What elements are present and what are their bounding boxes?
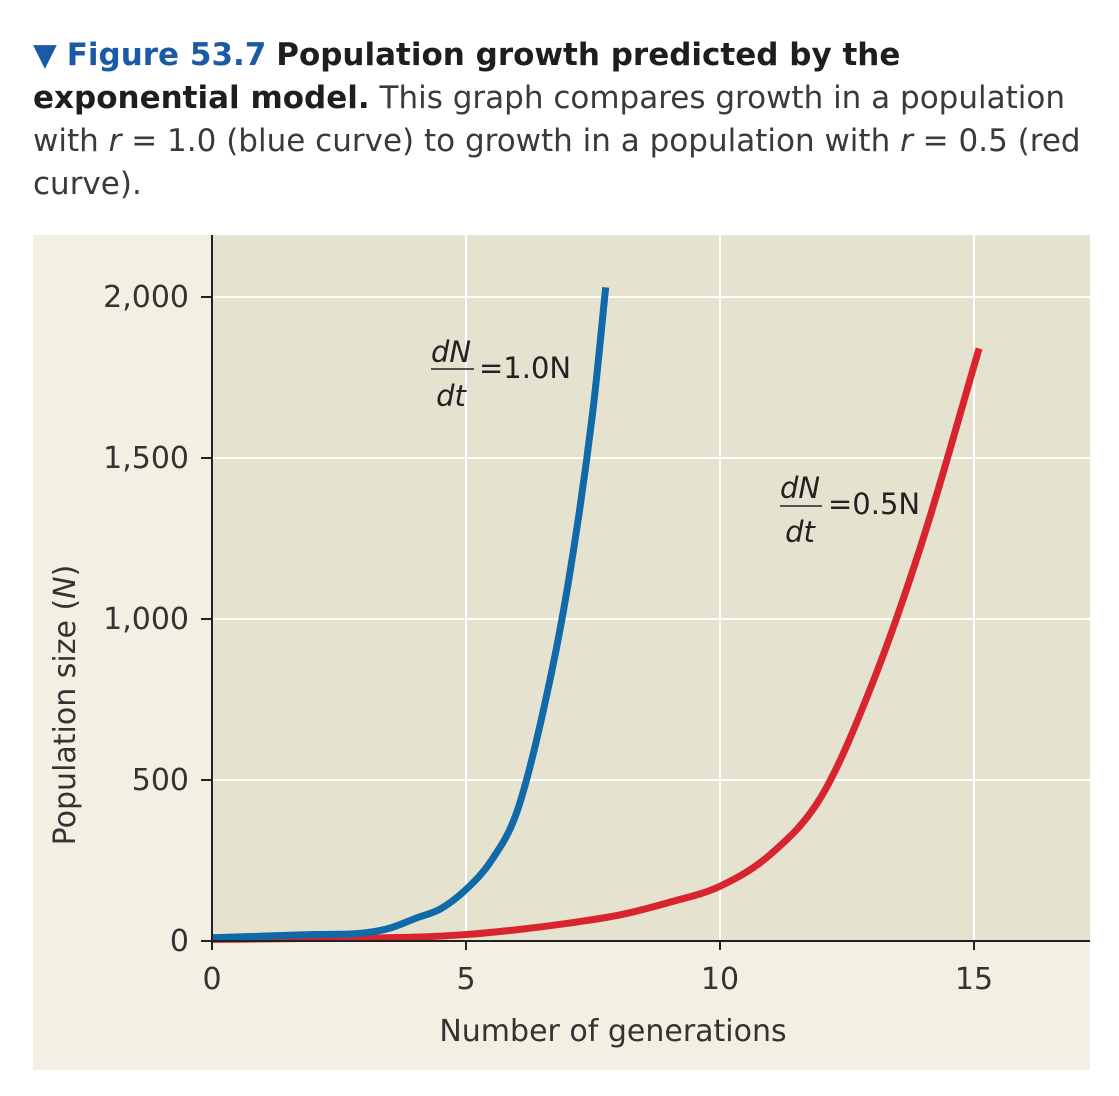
x-tick-label-1: 5 (456, 962, 475, 997)
x-tick-label-3: 15 (955, 962, 993, 997)
annotation-r1-rhs: =1.0N (479, 351, 571, 385)
annotation-r05-denominator: dt (785, 515, 816, 549)
y-tick-label-3: 1,500 (103, 441, 189, 476)
y-tick-label-1: 500 (132, 763, 189, 798)
annotation-r1-denominator: dt (436, 379, 467, 413)
tick-labels: 0 500 1,000 1,500 2,000 0 5 10 15 (103, 280, 993, 997)
annotation-r05-rhs: =0.5N (828, 487, 920, 521)
axes (201, 235, 1090, 950)
annotation-r05-numerator: dN (780, 471, 820, 505)
x-axis-title: Number of generations (439, 1014, 786, 1049)
figure-marker-icon: ▼ (33, 37, 57, 73)
figure-description: This graph compares growth in a populati… (33, 80, 1081, 202)
chart-panel: 0 500 1,000 1,500 2,000 0 5 10 15 Number of gene… (33, 235, 1090, 1070)
figure-title: Population growth predicted by the expon… (33, 37, 901, 116)
figure-caption: ▼ Figure 53.7 Population growth predicte… (33, 34, 1093, 206)
x-tick-label-0: 0 (202, 962, 221, 997)
y-tick-label-0: 0 (170, 924, 189, 959)
annotation-r1: dN dt =1.0N (431, 335, 571, 413)
gridlines (212, 235, 1090, 941)
x-tick-label-2: 10 (701, 962, 739, 997)
figure-label: Figure 53.7 (66, 37, 267, 73)
y-tick-label-4: 2,000 (103, 280, 189, 315)
series-line-r05 (211, 347, 983, 943)
plot-area (212, 235, 1090, 941)
y-tick-label-2: 1,000 (103, 602, 189, 637)
series-line-r1 (211, 286, 610, 942)
population-growth-chart: 0 500 1,000 1,500 2,000 0 5 10 15 Number of gene… (33, 235, 1090, 1070)
annotation-r1-numerator: dN (431, 335, 471, 369)
series-lines (211, 286, 983, 943)
annotation-r05: dN dt =0.5N (780, 471, 920, 549)
y-axis-title: Population size (N) (48, 565, 83, 846)
